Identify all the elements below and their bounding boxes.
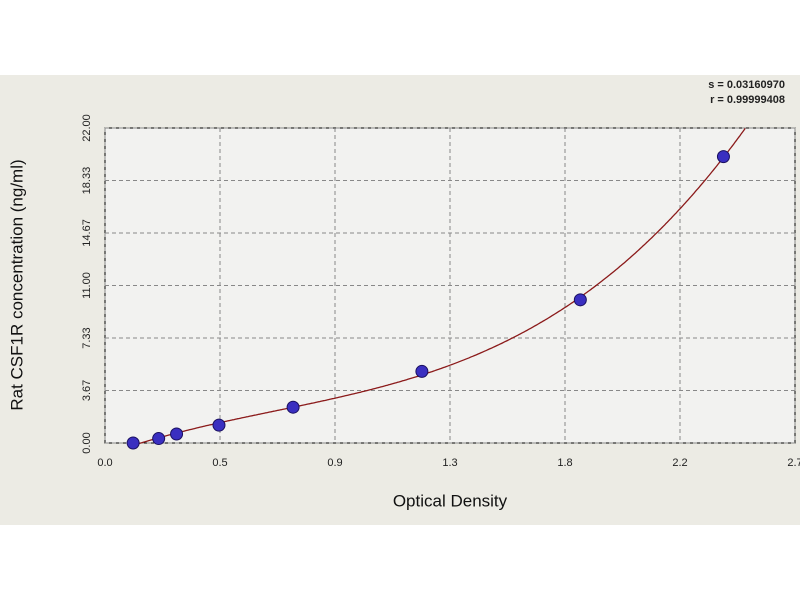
data-point (573, 293, 587, 307)
y-tick-label: 7.33 (81, 327, 93, 348)
x-tick-label: 1.3 (442, 457, 457, 469)
y-tick-label: 14.67 (81, 219, 93, 247)
x-axis-title: Optical Density (393, 491, 508, 510)
data-point (716, 150, 730, 164)
data-point (152, 432, 166, 446)
x-tick-label: 1.8 (557, 457, 572, 469)
x-tick-label: 0.9 (327, 457, 342, 469)
data-point (212, 418, 226, 432)
x-tick-label: 2.7 (787, 457, 800, 469)
y-tick-label: 11.00 (81, 272, 93, 299)
annotation: r = 0.99999408 (710, 94, 785, 106)
data-point (170, 427, 184, 441)
fit-curve (132, 128, 746, 447)
y-tick-label: 0.00 (81, 432, 93, 453)
annotation: s = 0.03160970 (708, 79, 785, 91)
data-point (415, 364, 429, 378)
x-tick-label: 2.2 (672, 457, 687, 469)
x-tick-label: 0.0 (97, 457, 112, 469)
y-tick-label: 22.00 (81, 114, 93, 142)
y-tick-label: 18.33 (81, 167, 93, 195)
data-point (126, 436, 140, 450)
y-axis-title: Rat CSF1R concentration (ng/ml) (7, 159, 26, 410)
y-tick-label: 3.67 (81, 380, 93, 401)
data-point (286, 400, 300, 414)
x-tick-label: 0.5 (212, 457, 227, 469)
